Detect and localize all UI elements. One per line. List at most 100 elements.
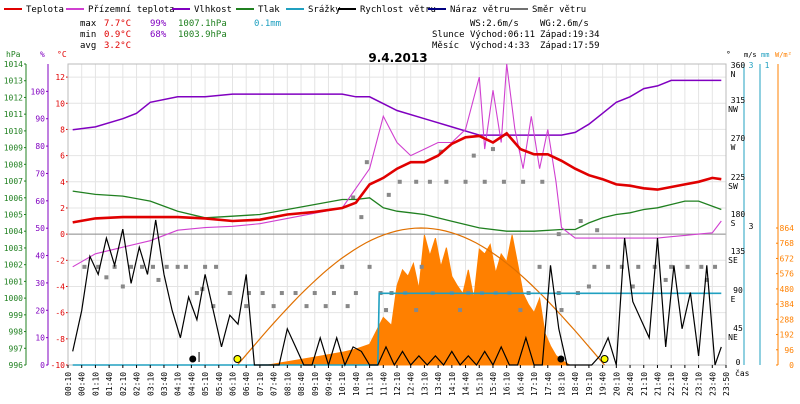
series-temperature-line (72, 131, 722, 224)
wind-direction-dot (150, 264, 155, 269)
stats-max-hum: 99% (150, 19, 167, 29)
series-wind-speed-line (72, 219, 722, 368)
direction-tick-deg: 180 (731, 210, 746, 219)
unit-hpa: hPa (6, 50, 21, 59)
x-tick-label: 10:40 (352, 372, 361, 396)
hpa-tick-label: 1014 (4, 60, 23, 69)
direction-tick-deg: 360 (731, 61, 746, 70)
x-tick-label: 17:40 (544, 372, 553, 396)
wind-direction-dot (501, 179, 506, 184)
direction-tick-compass: NW (728, 105, 738, 114)
x-tick-label: 18:10 (558, 372, 567, 396)
wm2-tick-label: 768 (780, 239, 795, 248)
wm2-tick-label: 672 (780, 254, 795, 263)
wind-direction-dot (471, 153, 476, 158)
wind-direction-dot (556, 232, 561, 237)
hpa-tick-label: 1012 (4, 93, 23, 102)
x-tick-label: 00:40 (78, 372, 87, 396)
x-axis: 00:10 00:40 01:10 01:40 02:10 02:40 03:10 03:40… (64, 365, 731, 396)
legend-label-2: Vlhkost (194, 5, 232, 15)
wind-direction-dot (96, 264, 101, 269)
x-tick-label: 14:40 (462, 372, 471, 396)
unit-degc: °C (57, 50, 67, 59)
hpa-tick-label: 1005 (4, 211, 23, 220)
direction-tick-deg: 90 (733, 286, 743, 295)
degc-tick-label: -2 (55, 256, 65, 265)
degc-tick-label: 12 (55, 73, 65, 82)
wind-direction-dot (140, 264, 145, 269)
x-tick-label: 19:40 (599, 372, 608, 396)
wind-direction-dot (271, 304, 276, 309)
info-sunrise: Východ:06:11 (470, 30, 535, 40)
direction-tick-compass: SW (728, 182, 738, 191)
wind-direction-dot (713, 264, 718, 269)
ms-tick-label: 3 (749, 222, 754, 231)
hpa-tick-label: 1011 (4, 110, 23, 119)
pct-tick-label: 60 (35, 197, 45, 206)
degc-tick-label: 10 (55, 99, 65, 108)
stats-min-label: min (80, 30, 96, 40)
x-tick-label: 11:10 (366, 372, 375, 396)
wm2-tick-label: 480 (780, 285, 795, 294)
pct-tick-label: 50 (35, 224, 45, 233)
direction-tick-deg: 225 (731, 173, 746, 182)
wind-direction-dot (427, 179, 432, 184)
x-tick-label: 03:10 (146, 372, 155, 396)
x-tick-label: 06:10 (229, 372, 238, 396)
stats-avg-temp: 3.2°C (104, 41, 131, 51)
wind-direction-dot (630, 284, 635, 289)
x-tick-label: 21:10 (640, 372, 649, 396)
x-tick-label: 16:10 (503, 372, 512, 396)
legend-label-6: Náraz větru (450, 5, 510, 15)
degc-tick-label: -10 (51, 361, 66, 370)
x-tick-label: 12:40 (407, 372, 416, 396)
unit-time: čas (735, 368, 750, 378)
wind-direction-dot (669, 264, 674, 269)
hpa-tick-label: 1006 (4, 194, 23, 203)
wm2-tick-label: 384 (780, 300, 795, 309)
wind-direction-dot (490, 147, 495, 152)
wind-direction-dot (685, 264, 690, 269)
hpa-tick-label: 1007 (4, 177, 23, 186)
degc-tick-label: -8 (55, 335, 65, 344)
direction-tick-compass: W (731, 143, 736, 152)
info-moonrise: Východ:4:33 (470, 41, 530, 51)
legend: Teplota Přízemní teplota Vlhkost Tlak Srážky… (4, 5, 586, 15)
wind-direction-dot (312, 291, 317, 296)
wind-direction-dot (304, 304, 309, 309)
degc-tick-label: -6 (55, 309, 65, 318)
wind-direction-dot (540, 179, 545, 184)
legend-label-0: Teplota (26, 5, 64, 15)
wind-direction-dot (367, 264, 372, 269)
info-ws: WS:2.6m/s (470, 19, 519, 29)
pct-tick-label: 10 (35, 334, 45, 343)
unit-pct: % (40, 50, 45, 59)
legend-label-1: Přízemní teplota (88, 5, 175, 15)
ms-tick-label: 3 (749, 61, 754, 70)
x-tick-label: 00:10 (64, 372, 73, 396)
wind-direction-dot (104, 275, 109, 280)
wind-direction-dot (293, 291, 298, 296)
wind-direction-dot (458, 308, 463, 313)
wind-direction-dot (699, 264, 704, 269)
hpa-tick-label: 1013 (4, 77, 23, 86)
hpa-tick-label: 998 (9, 328, 24, 337)
x-tick-label: 20:10 (612, 372, 621, 396)
direction-tick-compass: NE (728, 333, 738, 342)
degc-tick-label: 6 (60, 152, 65, 161)
wm2-tick-label: 576 (780, 270, 795, 279)
degc-tick-label: 2 (60, 204, 65, 213)
pct-tick-label: 90 (35, 115, 45, 124)
wind-direction-dot (331, 291, 336, 296)
wind-direction-dot (595, 228, 600, 233)
x-tick-label: 13:40 (434, 372, 443, 396)
mm-tick-label: 1 (765, 61, 770, 70)
wind-direction-dot (82, 264, 87, 269)
degc-tick-label: -4 (55, 282, 65, 291)
x-tick-label: 22:40 (681, 372, 690, 396)
x-tick-label: 16:40 (516, 372, 525, 396)
direction-tick-deg: 270 (731, 134, 746, 143)
pct-tick-label: 80 (35, 142, 45, 151)
